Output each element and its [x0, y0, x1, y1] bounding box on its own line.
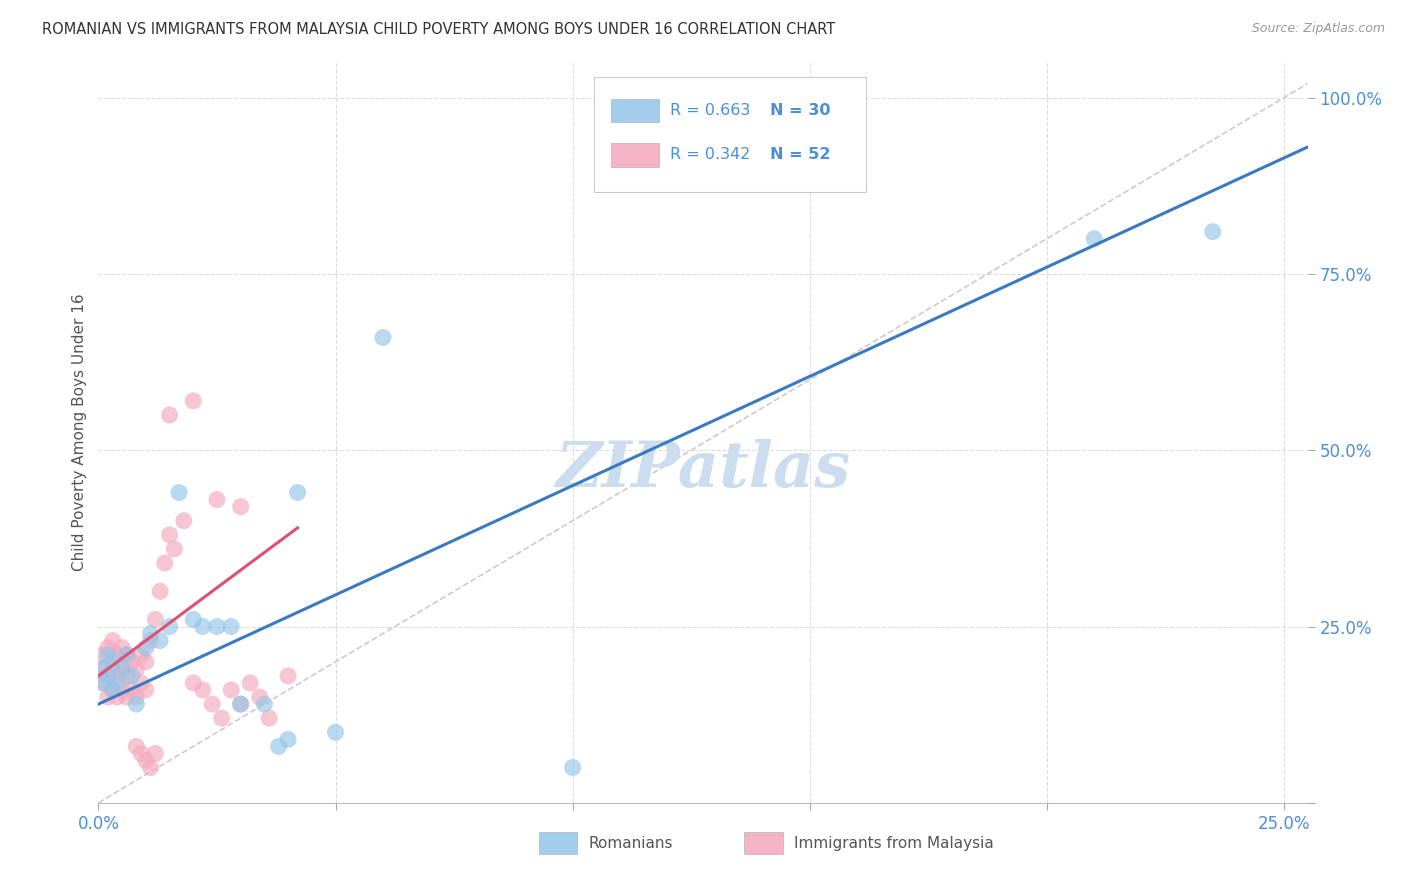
Point [129, 648, 152, 662]
Point [105, 648, 128, 662]
Point [219, 683, 242, 698]
Point [181, 612, 204, 626]
Point [239, 676, 262, 690]
Point [111, 640, 134, 655]
Point [101, 662, 124, 676]
Point [211, 711, 233, 725]
Point [125, 739, 148, 754]
Point [125, 690, 148, 704]
Point [277, 669, 299, 683]
Point [277, 732, 299, 747]
Point [135, 683, 157, 698]
FancyBboxPatch shape [744, 831, 783, 854]
Point [135, 754, 157, 768]
Point [129, 676, 152, 690]
Point [91, 662, 114, 676]
Point [121, 683, 143, 698]
Point [149, 633, 172, 648]
Point [229, 500, 252, 514]
Point [125, 662, 148, 676]
Text: ZIPatlas: ZIPatlas [555, 439, 851, 500]
Point [253, 697, 276, 711]
Point [205, 619, 228, 633]
Text: Immigrants from Malaysia: Immigrants from Malaysia [793, 836, 994, 851]
Point [201, 697, 224, 711]
Point [105, 690, 128, 704]
Point [257, 711, 280, 725]
Point [101, 683, 124, 698]
Y-axis label: Child Poverty Among Boys Under 16: Child Poverty Among Boys Under 16 [72, 293, 87, 572]
FancyBboxPatch shape [612, 143, 659, 167]
Point [159, 528, 181, 542]
Point [139, 626, 162, 640]
Point [143, 747, 166, 761]
Text: R = 0.342: R = 0.342 [671, 147, 751, 162]
Text: N = 52: N = 52 [769, 147, 830, 162]
Point [191, 683, 214, 698]
Point [105, 676, 128, 690]
Point [105, 669, 128, 683]
Point [115, 690, 138, 704]
Point [143, 612, 166, 626]
Point [325, 725, 347, 739]
Point [91, 676, 114, 690]
Point [101, 655, 124, 669]
Point [115, 648, 138, 662]
Point [111, 662, 134, 676]
Point [91, 662, 114, 676]
Point [97, 669, 120, 683]
Point [229, 697, 252, 711]
Point [149, 584, 172, 599]
Point [101, 683, 124, 698]
Point [371, 330, 394, 344]
Point [97, 648, 120, 662]
Point [139, 633, 162, 648]
Point [205, 492, 228, 507]
Point [159, 408, 181, 422]
Point [139, 760, 162, 774]
Text: Romanians: Romanians [588, 836, 672, 851]
Point [181, 676, 204, 690]
Point [121, 669, 143, 683]
Point [229, 697, 252, 711]
FancyBboxPatch shape [538, 831, 578, 854]
Point [163, 541, 186, 556]
Text: N = 30: N = 30 [769, 103, 830, 118]
Point [125, 697, 148, 711]
Point [115, 648, 138, 662]
Point [111, 662, 134, 676]
Point [101, 633, 124, 648]
Point [91, 648, 114, 662]
Point [129, 747, 152, 761]
Point [249, 690, 271, 704]
Point [135, 640, 157, 655]
Point [181, 393, 204, 408]
Point [159, 619, 181, 633]
Point [1202, 225, 1225, 239]
Point [97, 669, 120, 683]
Point [135, 655, 157, 669]
Point [153, 556, 176, 570]
FancyBboxPatch shape [595, 78, 866, 192]
Point [97, 640, 120, 655]
Point [219, 619, 242, 633]
Point [1083, 232, 1105, 246]
Text: Source: ZipAtlas.com: Source: ZipAtlas.com [1251, 22, 1385, 36]
Point [267, 739, 290, 754]
Text: ROMANIAN VS IMMIGRANTS FROM MALAYSIA CHILD POVERTY AMONG BOYS UNDER 16 CORRELATI: ROMANIAN VS IMMIGRANTS FROM MALAYSIA CHI… [42, 22, 835, 37]
Point [115, 669, 138, 683]
Point [191, 619, 214, 633]
Point [287, 485, 309, 500]
Point [97, 690, 120, 704]
Point [91, 676, 114, 690]
Point [167, 485, 190, 500]
FancyBboxPatch shape [612, 99, 659, 122]
Point [561, 760, 583, 774]
Point [111, 683, 134, 698]
Text: R = 0.663: R = 0.663 [671, 103, 751, 118]
Point [173, 514, 195, 528]
Point [121, 655, 143, 669]
